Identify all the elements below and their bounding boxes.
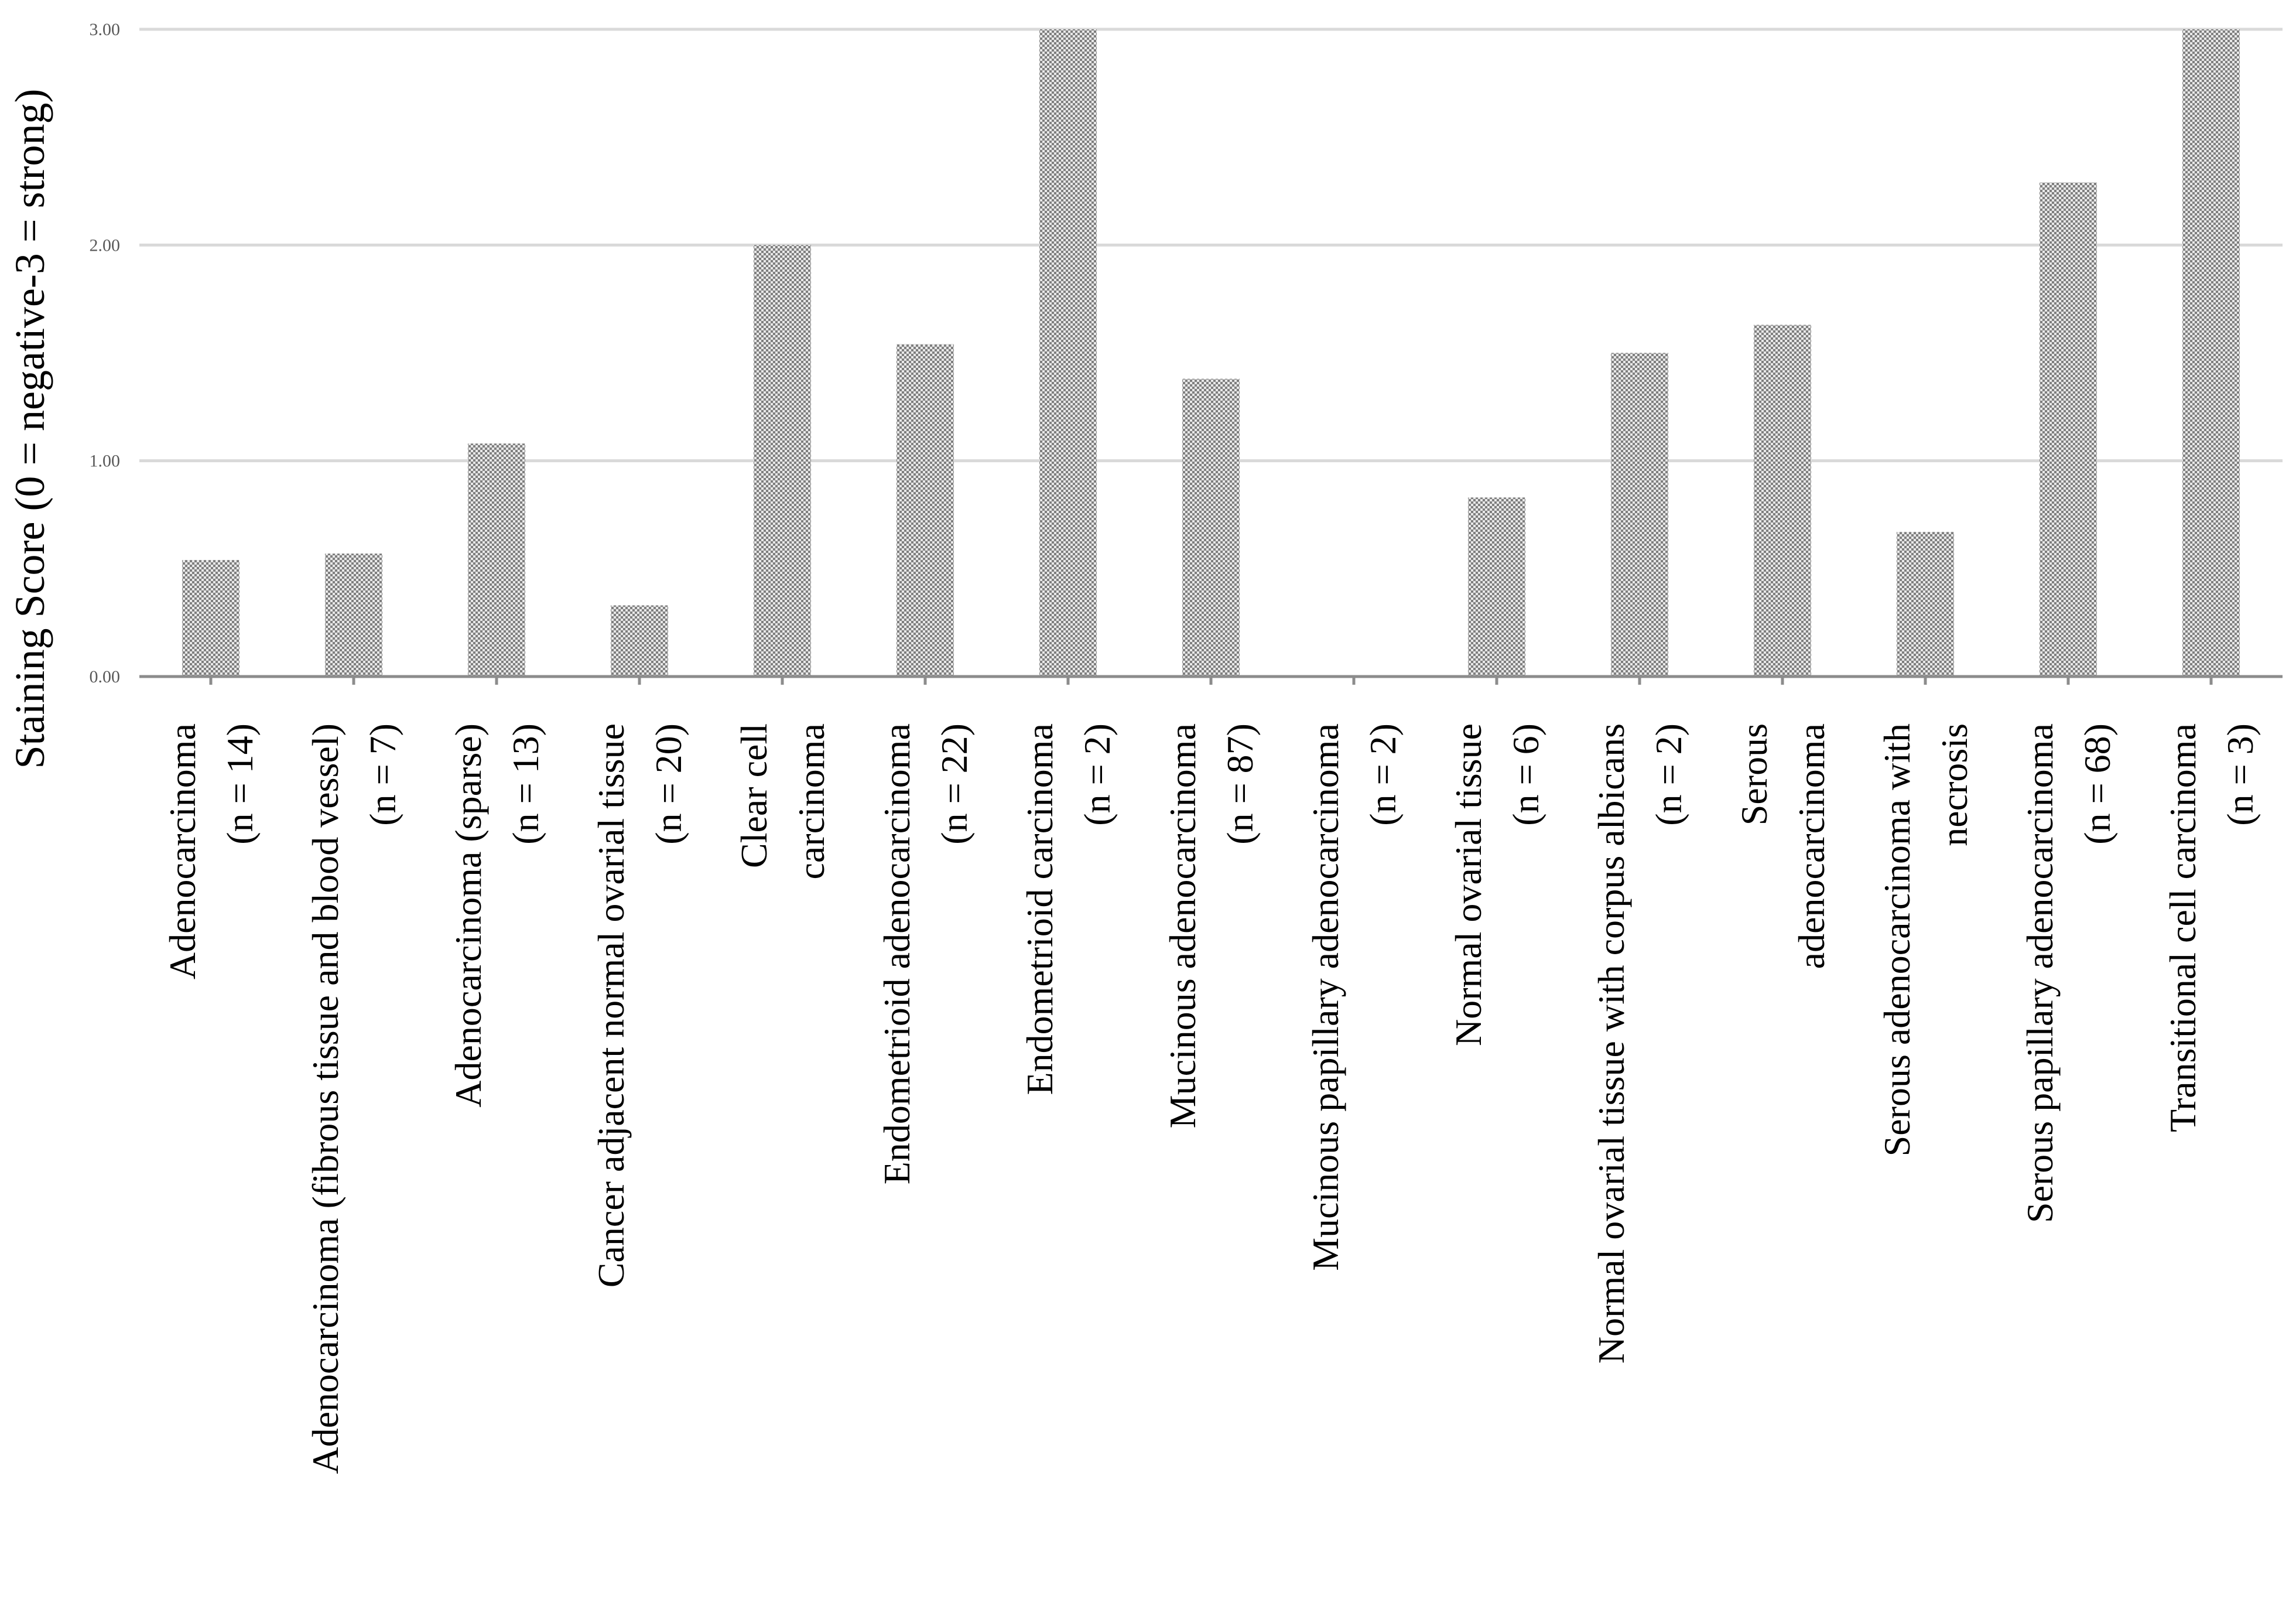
bar: [1468, 497, 1525, 677]
x-category-label: Endometrioid adenocarcinoma: [876, 723, 918, 1184]
x-category-label: (n = 2): [1362, 723, 1404, 826]
bar: [468, 443, 525, 677]
bar: [2182, 29, 2240, 677]
y-axis-title: Staining Score (0 = negative-3 = strong): [6, 89, 53, 769]
x-category-label: (n = 2): [1076, 723, 1118, 826]
x-category-label: Adenocarcinoma (fibrous tissue and blood…: [304, 723, 346, 1474]
x-category-label: (n = 7): [362, 723, 403, 826]
bar: [182, 560, 239, 677]
x-category-label: (n = 87): [1219, 723, 1261, 845]
x-category-label: Serous adenocarcinoma with: [1876, 723, 1918, 1156]
x-category-labels: Adenocarcinoma (n = 14) Adenocarcinoma (fi…: [162, 723, 2261, 1474]
x-category-label: Serous: [1733, 723, 1775, 825]
x-category-label: Cancer adjacent normal ovarial tissue: [590, 723, 632, 1287]
axes: [139, 675, 2283, 685]
x-category-label: (n = 14): [219, 723, 261, 845]
bar: [1611, 353, 1668, 677]
x-category-label: carcinoma: [791, 723, 832, 880]
y-tick-label: 0.00: [90, 667, 121, 686]
bar: [1754, 325, 1811, 677]
x-category-label: (n = 6): [1505, 723, 1546, 826]
bar: [1897, 532, 1954, 677]
x-category-label: Adenocarcinoma: [162, 723, 203, 979]
bar: [2040, 182, 2097, 677]
x-category-label: Mucinous adenocarcinoma: [1162, 723, 1203, 1128]
x-category-label: Transitional cell carcinoma: [2162, 723, 2203, 1132]
bar: [754, 245, 811, 677]
bar: [611, 605, 668, 677]
x-category-label: Serous papillary adenocarcinoma: [2019, 723, 2061, 1223]
x-category-label: Endometrioid carcinoma: [1019, 723, 1060, 1095]
x-category-label: (n = 20): [648, 723, 689, 845]
x-category-label: Clear cell: [733, 723, 775, 868]
x-category-label: Normal ovarial tissue: [1448, 723, 1489, 1046]
y-tick-labels: 0.00 1.00 2.00 3.00: [90, 20, 121, 686]
bar: [896, 344, 954, 677]
x-category-label: Normal ovarial tissue with corpus albica…: [1590, 723, 1632, 1364]
y-tick-label: 3.00: [90, 20, 121, 39]
x-category-label: Adenocarcinoma (sparse): [447, 723, 489, 1108]
y-tick-label: 2.00: [90, 235, 121, 255]
x-category-label: (n = 2): [1648, 723, 1689, 826]
bars: [182, 29, 2240, 677]
y-tick-label: 1.00: [90, 452, 121, 471]
x-category-label: adenocarcinoma: [1791, 723, 1832, 969]
bar: [1039, 29, 1097, 677]
x-category-label: (n = 3): [2219, 723, 2261, 826]
bar: [325, 554, 382, 677]
x-category-label: necrosis: [1934, 723, 1975, 846]
x-category-label: (n = 22): [933, 723, 975, 845]
x-category-label: (n = 68): [2076, 723, 2118, 845]
bar: [1182, 378, 1240, 677]
x-category-label: (n = 13): [505, 723, 546, 845]
x-category-label: Mucinous papillary adenocarcinoma: [1305, 723, 1346, 1271]
